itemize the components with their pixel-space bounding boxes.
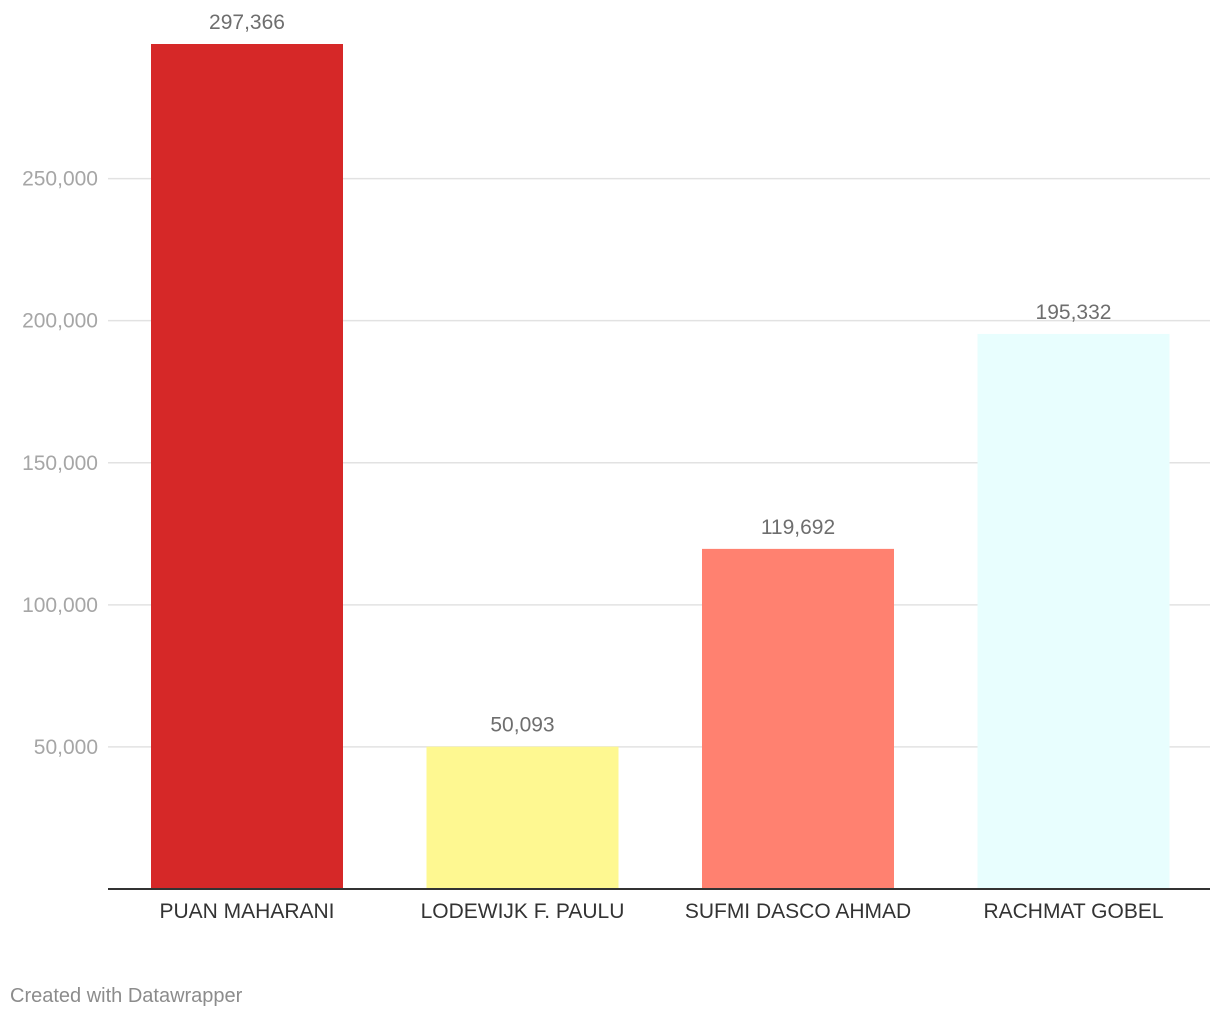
- y-tick-label: 50,000: [34, 736, 98, 759]
- bar: [702, 548, 894, 889]
- y-tick-label: 150,000: [22, 452, 98, 475]
- bar: [151, 44, 343, 889]
- bar-chart: 50,000 100,000 150,000 200,000 250,000 297,3…: [22, 11, 1210, 923]
- bar: [426, 746, 619, 889]
- bars: [151, 44, 1170, 889]
- value-label: 50,093: [490, 714, 554, 737]
- value-label: 195,332: [1036, 301, 1112, 324]
- x-tick-label: RACHMAT GOBEL: [983, 900, 1163, 923]
- y-tick-label: 250,000: [22, 168, 98, 191]
- credit-text: Created with Datawrapper: [10, 985, 243, 1007]
- value-label: 297,366: [209, 11, 285, 34]
- x-tick-label: LODEWIJK F. PAULU: [421, 900, 625, 923]
- x-tick-label: SUFMI DASCO AHMAD: [685, 900, 911, 923]
- x-axis: PUAN MAHARANI LODEWIJK F. PAULU SUFMI DASC…: [159, 900, 1163, 923]
- bar: [977, 333, 1170, 889]
- x-tick-label: PUAN MAHARANI: [159, 900, 334, 923]
- value-label: 119,692: [761, 516, 835, 539]
- y-tick-label: 100,000: [22, 594, 98, 617]
- value-labels: 297,366 50,093 119,692 195,332: [209, 11, 1111, 737]
- y-axis: 50,000 100,000 150,000 200,000 250,000: [22, 168, 98, 759]
- y-tick-label: 200,000: [22, 310, 98, 333]
